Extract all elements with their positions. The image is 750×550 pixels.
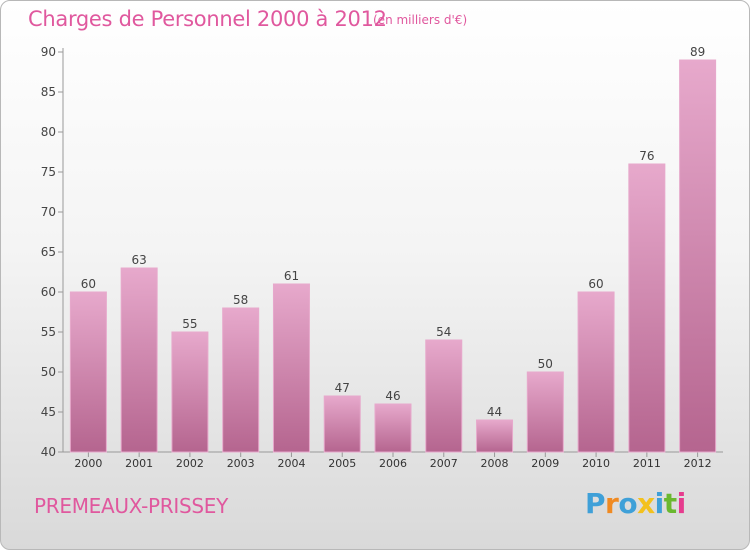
x-tick-label: 2007 [430,457,458,470]
chart-title: Charges de Personnel 2000 à 2012 [28,7,387,31]
commune-name: PREMEAUX-PRISSEY [34,494,229,518]
y-tick-label: 50 [41,365,56,379]
x-tick-label: 2010 [582,457,610,470]
bar-2006 [374,403,412,453]
data-label-2008: 44 [487,405,502,419]
proxiti-logo[interactable]: Proxiti [585,487,686,520]
y-tick-label: 90 [41,45,56,59]
bar-2011 [628,163,666,453]
data-label-2001: 63 [132,253,147,267]
x-tick-label: 2011 [633,457,661,470]
data-label-2005: 47 [335,381,350,395]
x-tick-label: 2002 [176,457,204,470]
y-tick-label: 85 [41,85,56,99]
bar-2005 [323,395,361,453]
data-label-2012: 89 [690,45,705,59]
logo-letter: x [637,487,655,520]
data-label-2010: 60 [588,277,603,291]
bar-2001 [120,267,158,453]
x-tick-label: 2004 [277,457,305,470]
bar-2012 [679,59,717,453]
y-tick-label: 75 [41,165,56,179]
data-label-2011: 76 [639,149,654,163]
data-label-2003: 58 [233,293,248,307]
x-tick-label: 2008 [481,457,509,470]
x-tick-label: 2006 [379,457,407,470]
bar-2002 [171,331,209,453]
data-label-2007: 54 [436,325,451,339]
chart-subtitle: (en milliers d'€) [373,13,468,27]
x-tick-label: 2000 [74,457,102,470]
x-tick-label: 2009 [531,457,559,470]
bar-2009 [526,371,564,453]
logo-letter: i [654,487,665,520]
bar-2004 [272,283,310,453]
y-tick-label: 70 [41,205,56,219]
logo-letter: P [585,487,606,520]
y-tick-label: 40 [41,445,56,459]
y-tick-label: 45 [41,405,56,419]
data-label-2009: 50 [538,357,553,371]
bar-2007 [425,339,463,453]
bar-2010 [577,291,615,453]
logo-letter: i [676,487,687,520]
y-tick-label: 60 [41,285,56,299]
data-label-2002: 55 [182,317,197,331]
logo-letter: r [605,487,619,520]
x-tick-label: 2005 [328,457,356,470]
data-label-2000: 60 [81,277,96,291]
y-tick-label: 65 [41,245,56,259]
bar-2000 [69,291,107,453]
x-tick-label: 2012 [684,457,712,470]
logo-letter: t [663,487,677,520]
data-label-2006: 46 [385,389,400,403]
x-tick-label: 2001 [125,457,153,470]
data-label-2004: 61 [284,269,299,283]
logo-letter: o [618,487,638,520]
y-tick-label: 80 [41,125,56,139]
bar-2008 [476,419,514,453]
bar-2003 [222,307,260,453]
y-tick-label: 55 [41,325,56,339]
x-tick-label: 2003 [227,457,255,470]
